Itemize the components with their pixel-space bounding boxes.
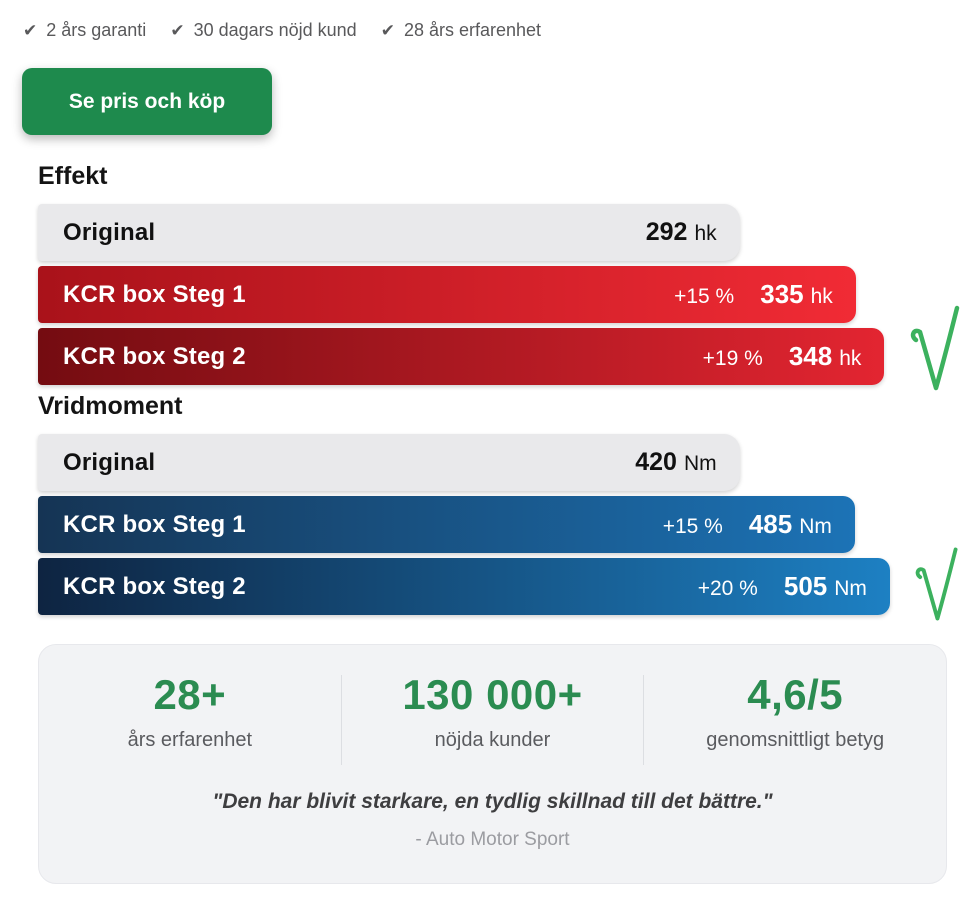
check-icon: ✔ (380, 20, 395, 40)
bar-unit: hk (694, 222, 717, 245)
stat-customers: 130 000+ nöjda kunder (342, 671, 644, 765)
stat-value: 130 000+ (402, 671, 583, 718)
vridmoment-chart: Original 420 Nm KCR box Steg 1 +15 % 485… (38, 434, 960, 621)
bar-unit: hk (839, 347, 862, 370)
vertical-divider (643, 675, 645, 765)
bar-label: KCR box Steg 1 (63, 280, 246, 308)
bar-value: 292 (645, 218, 688, 246)
bar-label: KCR box Steg 1 (63, 510, 246, 538)
bar-effekt-steg1: KCR box Steg 1 +15 % 335 hk (38, 266, 856, 323)
bar-value: 420 (635, 448, 677, 476)
bar-effekt-steg2: KCR box Steg 2 +19 % 348 hk (38, 328, 885, 385)
effekt-chart: Original 292 hk KCR box Steg 1 +15 % 335… (38, 204, 960, 391)
bar-unit: Nm (683, 452, 717, 475)
bar-effekt-original: Original 292 hk (38, 204, 740, 261)
bar-label: KCR box Steg 2 (63, 342, 246, 370)
trust-item-experience: ✔ 28 års erfarenhet (381, 20, 541, 41)
bar-label: Original (63, 218, 156, 246)
check-icon: ✔ (23, 20, 38, 40)
stat-label: genomsnittligt betyg (706, 729, 885, 751)
stats-card: 28+ års erfarenhet 130 000+ nöjda kunder… (38, 644, 947, 884)
bar-value: 348 (788, 341, 833, 371)
bar-delta: +15 % (674, 285, 735, 308)
check-icon: ✔ (170, 20, 185, 40)
testimonial-quote: "Den har blivit starkare, en tydlig skil… (212, 790, 773, 813)
testimonial-attribution: - Auto Motor Sport (415, 829, 570, 850)
bar-unit: Nm (799, 515, 832, 538)
trust-item-label: 2 års garanti (46, 20, 147, 40)
bar-delta: +15 % (662, 515, 723, 538)
stat-rating: 4,6/5 genomsnittligt betyg (644, 671, 946, 765)
trust-item-label: 30 dagars nöjd kund (193, 20, 357, 40)
effekt-section-title: Effekt (38, 162, 108, 190)
bar-unit: Nm (834, 577, 867, 600)
bar-delta: +20 % (697, 577, 758, 600)
stat-label: nöjda kunder (434, 729, 551, 751)
trust-item-label: 28 års erfarenhet (403, 20, 542, 40)
bar-vridmoment-original: Original 420 Nm (38, 434, 740, 491)
bar-label: KCR box Steg 2 (63, 572, 246, 600)
approved-check-icon (915, 547, 958, 621)
trust-item-warranty: ✔ 2 års garanti (23, 20, 146, 41)
stat-value: 28+ (153, 671, 227, 718)
bar-label: Original (63, 448, 156, 476)
stat-experience: 28+ års erfarenhet (39, 671, 341, 765)
stats-row: 28+ års erfarenhet 130 000+ nöjda kunder… (39, 645, 946, 765)
bar-delta: +19 % (702, 347, 763, 370)
vridmoment-section-title: Vridmoment (38, 392, 183, 420)
stat-value: 4,6/5 (747, 671, 844, 718)
trust-item-satisfaction: ✔ 30 dagars nöjd kund (170, 20, 356, 41)
trust-bar: ✔ 2 års garanti ✔ 30 dagars nöjd kund ✔ … (0, 0, 960, 41)
bar-vridmoment-steg2: KCR box Steg 2 +20 % 505 Nm (38, 558, 890, 615)
see-price-buy-button[interactable]: Se pris och köp (22, 68, 272, 135)
bar-unit: hk (810, 285, 833, 308)
bar-value: 485 (748, 509, 793, 539)
bar-value: 505 (783, 571, 828, 601)
vertical-divider (340, 675, 342, 765)
bar-vridmoment-steg1: KCR box Steg 1 +15 % 485 Nm (38, 496, 855, 553)
stat-label: års erfarenhet (127, 729, 253, 751)
bar-value: 335 (760, 279, 804, 309)
